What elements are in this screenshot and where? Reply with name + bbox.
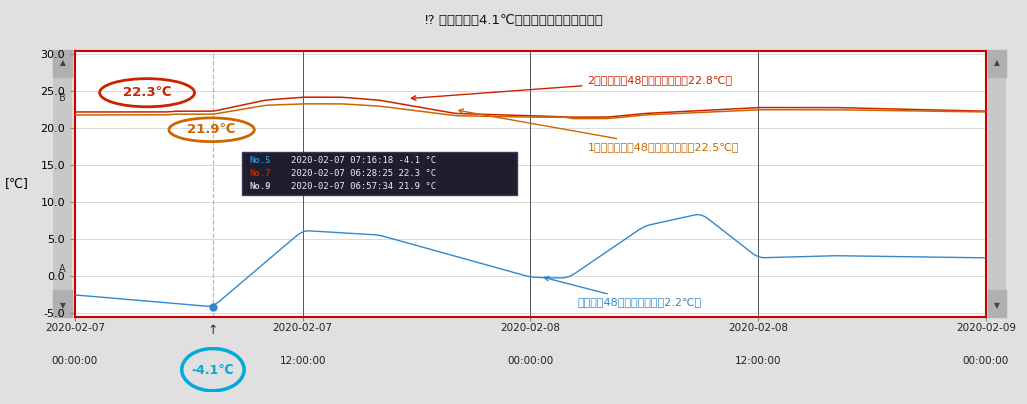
Text: ▲: ▲ xyxy=(994,58,1000,67)
Bar xyxy=(53,290,72,317)
Text: 2020-02-08: 2020-02-08 xyxy=(728,323,788,333)
FancyBboxPatch shape xyxy=(242,152,518,195)
Text: 22.3℃: 22.3℃ xyxy=(123,86,172,99)
Text: 外気温（48時間の平均温剤2.2℃）: 外気温（48時間の平均温剤2.2℃） xyxy=(544,276,702,307)
Text: 2020-02-08: 2020-02-08 xyxy=(500,323,561,333)
Text: ▲: ▲ xyxy=(60,58,66,67)
Text: 00:00:00: 00:00:00 xyxy=(51,356,99,366)
Bar xyxy=(988,290,1006,317)
Text: ▼: ▼ xyxy=(60,301,66,309)
Bar xyxy=(53,50,72,77)
Bar xyxy=(988,50,1006,77)
Text: 12:00:00: 12:00:00 xyxy=(735,356,782,366)
Text: ↑: ↑ xyxy=(207,324,218,337)
Text: 2020-02-07 07:16:18 -4.1 °C: 2020-02-07 07:16:18 -4.1 °C xyxy=(292,156,436,164)
Text: ▼: ▼ xyxy=(994,301,1000,309)
Text: A: A xyxy=(60,264,66,274)
Text: 1階リビング（48時間の平均温剤22.5℃）: 1階リビング（48時間の平均温剤22.5℃） xyxy=(459,109,738,152)
Text: No.9: No.9 xyxy=(250,181,271,191)
Text: 2020-02-07 06:28:25 22.3 °C: 2020-02-07 06:28:25 22.3 °C xyxy=(292,168,436,178)
Text: 00:00:00: 00:00:00 xyxy=(962,356,1010,366)
Text: B: B xyxy=(60,93,66,103)
Text: No.7: No.7 xyxy=(250,168,271,178)
Text: No.5: No.5 xyxy=(250,156,271,164)
Text: 2020-02-07 06:57:34 21.9 °C: 2020-02-07 06:57:34 21.9 °C xyxy=(292,181,436,191)
Text: 00:00:00: 00:00:00 xyxy=(507,356,554,366)
Text: 2020-02-07: 2020-02-07 xyxy=(45,323,105,333)
Text: -4.1℃: -4.1℃ xyxy=(192,364,234,377)
Text: 21.9℃: 21.9℃ xyxy=(187,123,236,136)
Text: ⁉ 最低気温－4.1℃を観測した時の室内温度: ⁉ 最低気温－4.1℃を観測した時の室内温度 xyxy=(424,14,603,27)
Text: 2階ホール（48時間の平均温剤22.8℃）: 2階ホール（48時間の平均温剤22.8℃） xyxy=(412,75,732,100)
Text: 12:00:00: 12:00:00 xyxy=(279,356,326,366)
Text: [℃]: [℃] xyxy=(5,177,29,190)
Text: 2020-02-09: 2020-02-09 xyxy=(956,323,1016,333)
Text: 2020-02-07: 2020-02-07 xyxy=(273,323,333,333)
